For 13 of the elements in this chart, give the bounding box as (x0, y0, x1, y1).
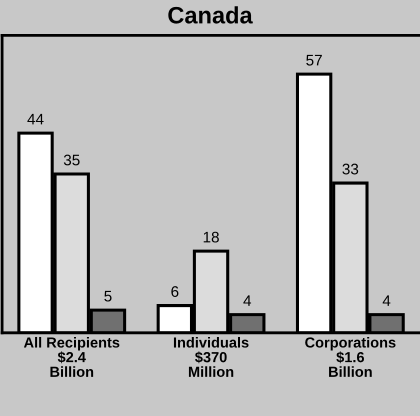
x-tick-label: Individuals $370 Million (174, 336, 249, 377)
chart-title: Canada (168, 6, 253, 24)
data-label: 4 (243, 295, 252, 306)
data-label: 33 (342, 164, 358, 174)
data-label: 57 (306, 54, 322, 66)
data-label: 18 (204, 232, 219, 243)
data-label: 44 (27, 114, 44, 124)
data-label: 4 (382, 295, 390, 306)
x-tick-label: Corporations $1.6 Billion (305, 336, 396, 377)
data-label: 5 (104, 290, 112, 302)
data-label: 6 (171, 286, 178, 297)
data-label: 35 (64, 154, 80, 166)
x-tick-label: All Recipients $2.4 Billion (24, 336, 120, 377)
